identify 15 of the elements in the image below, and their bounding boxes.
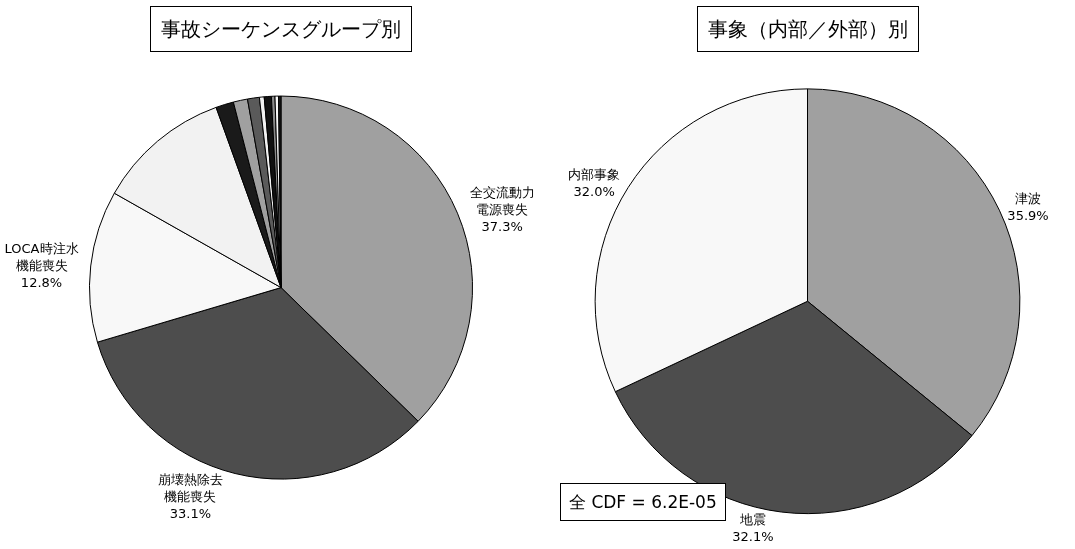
data-label: 32.0%: [573, 183, 615, 199]
chart-title: 事故シーケンスグループ別: [161, 17, 401, 41]
text: 全 CDF = 6.2E-05: [569, 492, 717, 512]
data-label: 32.1%: [732, 528, 774, 544]
slice-label: LOCA時注水機能喪失: [4, 241, 79, 274]
slice-label: 崩壊熱除去機能喪失: [157, 472, 223, 505]
data-label: 33.1%: [169, 505, 212, 521]
slice-label: 内部事象: [568, 166, 621, 182]
data-label: 35.9%: [1007, 208, 1049, 224]
slice-label: 津波: [1015, 191, 1042, 207]
slice-label: 全交流動力電源喪失: [469, 185, 535, 217]
data-label: 37.3%: [481, 218, 523, 234]
chart-title: 事象（内部／外部）別: [708, 17, 908, 41]
slice-label: 地震: [738, 511, 766, 527]
data-label: 12.8%: [20, 275, 63, 291]
